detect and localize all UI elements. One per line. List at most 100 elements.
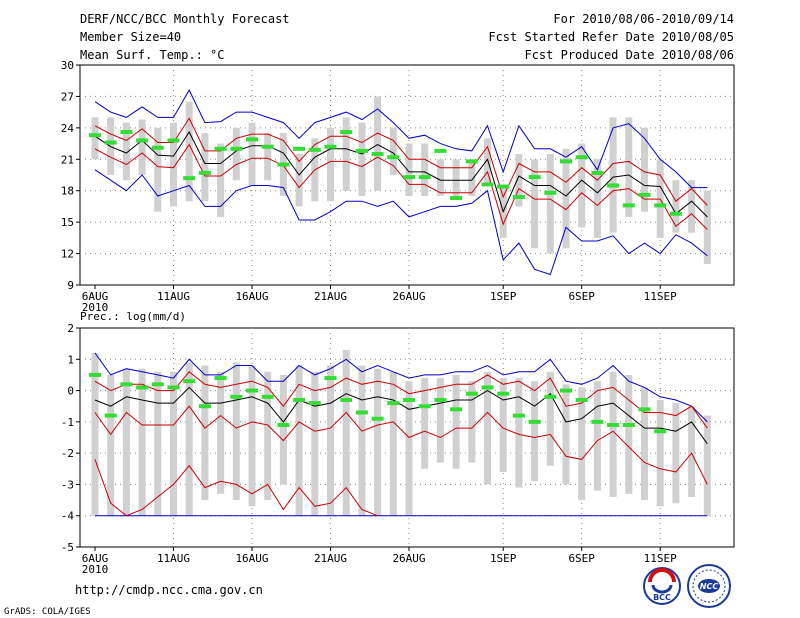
- temp-spread-box: [405, 143, 413, 196]
- temp-observed-mark: [403, 175, 415, 180]
- prec-observed-mark: [198, 404, 211, 409]
- temp-spread-box: [201, 133, 209, 202]
- temp-ytick-label: 12: [61, 248, 74, 261]
- temp-spread-box: [154, 127, 162, 212]
- temp-observed-mark: [308, 147, 321, 152]
- prec-spread-box: [672, 403, 680, 504]
- prec-ytick-label: -4: [61, 510, 75, 523]
- prec-spread-box: [91, 353, 99, 516]
- prec-spread-box: [217, 371, 225, 494]
- temp-spread-box: [327, 127, 334, 202]
- temp-spread-box: [91, 117, 99, 160]
- prec-observed-mark: [560, 388, 572, 393]
- prec-xtick-label: 11SEP: [644, 552, 677, 565]
- prec-xtick-label: 1SEP: [490, 552, 517, 565]
- prec-spread-box: [578, 387, 586, 501]
- temp-observed-mark: [151, 145, 164, 150]
- temp-observed-mark: [167, 138, 180, 143]
- temp-spread-box: [232, 127, 240, 181]
- temp-observed-mark: [355, 148, 368, 153]
- prec-observed-mark: [167, 385, 180, 390]
- prec-spread-box: [531, 381, 539, 482]
- temp-observed-mark: [654, 203, 667, 208]
- prec-observed-mark: [293, 397, 306, 402]
- prec-observed-mark: [324, 376, 337, 381]
- temp-observed-mark: [104, 140, 117, 145]
- temp-ytick-label: 21: [61, 153, 74, 166]
- temp-spread-box: [609, 117, 617, 233]
- temp-spread-box: [295, 154, 303, 207]
- prec-spread-box: [405, 381, 413, 516]
- temp-spread-box: [625, 117, 633, 217]
- prec-xtick-label: 21AUG: [314, 552, 347, 565]
- temp-observed-mark: [261, 144, 274, 149]
- temp-observed-mark: [544, 190, 557, 195]
- prec-observed-mark: [575, 397, 588, 402]
- temp-ytick-label: 24: [61, 122, 75, 135]
- prec-spread-box: [358, 365, 366, 516]
- prec-spread-box: [232, 362, 240, 501]
- prec-spread-box: [138, 368, 146, 516]
- temp-xtick-label: 6AUG: [82, 290, 109, 303]
- prec-spread-box: [264, 371, 272, 501]
- prec-observed-mark: [638, 407, 651, 412]
- temp-spread-box: [122, 122, 130, 181]
- prec-observed-mark: [151, 382, 164, 387]
- prec-spread-box: [546, 371, 554, 466]
- temp-ytick-label: 18: [61, 185, 74, 198]
- temp-spread-box: [452, 159, 460, 196]
- temp-xtick-label: 21AUG: [314, 290, 347, 303]
- prec-spread-box: [609, 371, 617, 497]
- temp-observed-mark: [246, 137, 258, 142]
- prec-spread-box: [421, 378, 429, 469]
- temp-spread-box: [248, 122, 256, 186]
- temp-observed-mark: [638, 192, 651, 197]
- prec-observed-mark: [104, 413, 117, 418]
- temp-upper-inner-line: [94, 117, 708, 206]
- prec-observed-mark: [512, 413, 525, 418]
- prec-spread-box: [656, 399, 664, 507]
- prec-observed-mark: [277, 422, 290, 427]
- prec-mean-line: [94, 386, 708, 445]
- temp-ytick-label: 27: [61, 90, 74, 103]
- temp-ytick-label: 15: [61, 216, 74, 229]
- svg-text:NCC: NCC: [700, 582, 719, 591]
- temp-spread-box: [374, 96, 382, 191]
- prec-observed-mark: [622, 422, 635, 427]
- temp-spread-box: [562, 148, 570, 249]
- temp-xtick-label: 11AUG: [157, 290, 190, 303]
- prec-observed-mark: [308, 401, 321, 406]
- temp-observed-mark: [198, 170, 211, 175]
- prec-spread-box: [499, 378, 507, 472]
- temp-spread-box: [688, 180, 696, 233]
- variable-label-prec: Prec.: log(mm/d): [80, 310, 186, 323]
- prec-observed-mark: [183, 379, 196, 384]
- prec-observed-mark: [120, 382, 133, 387]
- temp-observed-mark: [89, 133, 101, 138]
- prec-xtick-label: 6SEP: [568, 552, 595, 565]
- temp-observed-mark: [214, 146, 227, 151]
- prec-observed-mark: [591, 419, 604, 424]
- prec-spread-box: [374, 368, 382, 516]
- temperature-panel: 9 12 15 18 21 24 27 30 6AUG 11AUG 16AUG 21AUG 26AUG 1…: [61, 59, 735, 314]
- temp-observed-mark: [136, 138, 149, 143]
- source-url: http://cmdp.ncc.cma.gov.cn: [75, 583, 263, 597]
- temp-spread-box: [358, 122, 366, 196]
- temp-lower-outer-line: [94, 169, 708, 276]
- prec-spread-box: [593, 381, 601, 491]
- prec-upper-outer-line: [94, 352, 708, 423]
- temp-observed-mark: [560, 159, 572, 164]
- prec-upper-inner-line: [94, 371, 708, 429]
- temp-spread-box: [264, 133, 272, 181]
- prec-lower-inner-line: [94, 405, 708, 485]
- temp-spread-box: [185, 101, 193, 202]
- prec-observed-mark: [403, 397, 415, 402]
- temp-year-label: 2010: [82, 301, 109, 314]
- temp-spread-box: [342, 117, 350, 191]
- temp-spread-box: [421, 143, 429, 196]
- prec-ytick-label: -2: [61, 447, 74, 460]
- prec-spread-box: [122, 368, 130, 516]
- temp-observed-mark: [512, 195, 525, 199]
- prec-spread-box: [484, 371, 491, 485]
